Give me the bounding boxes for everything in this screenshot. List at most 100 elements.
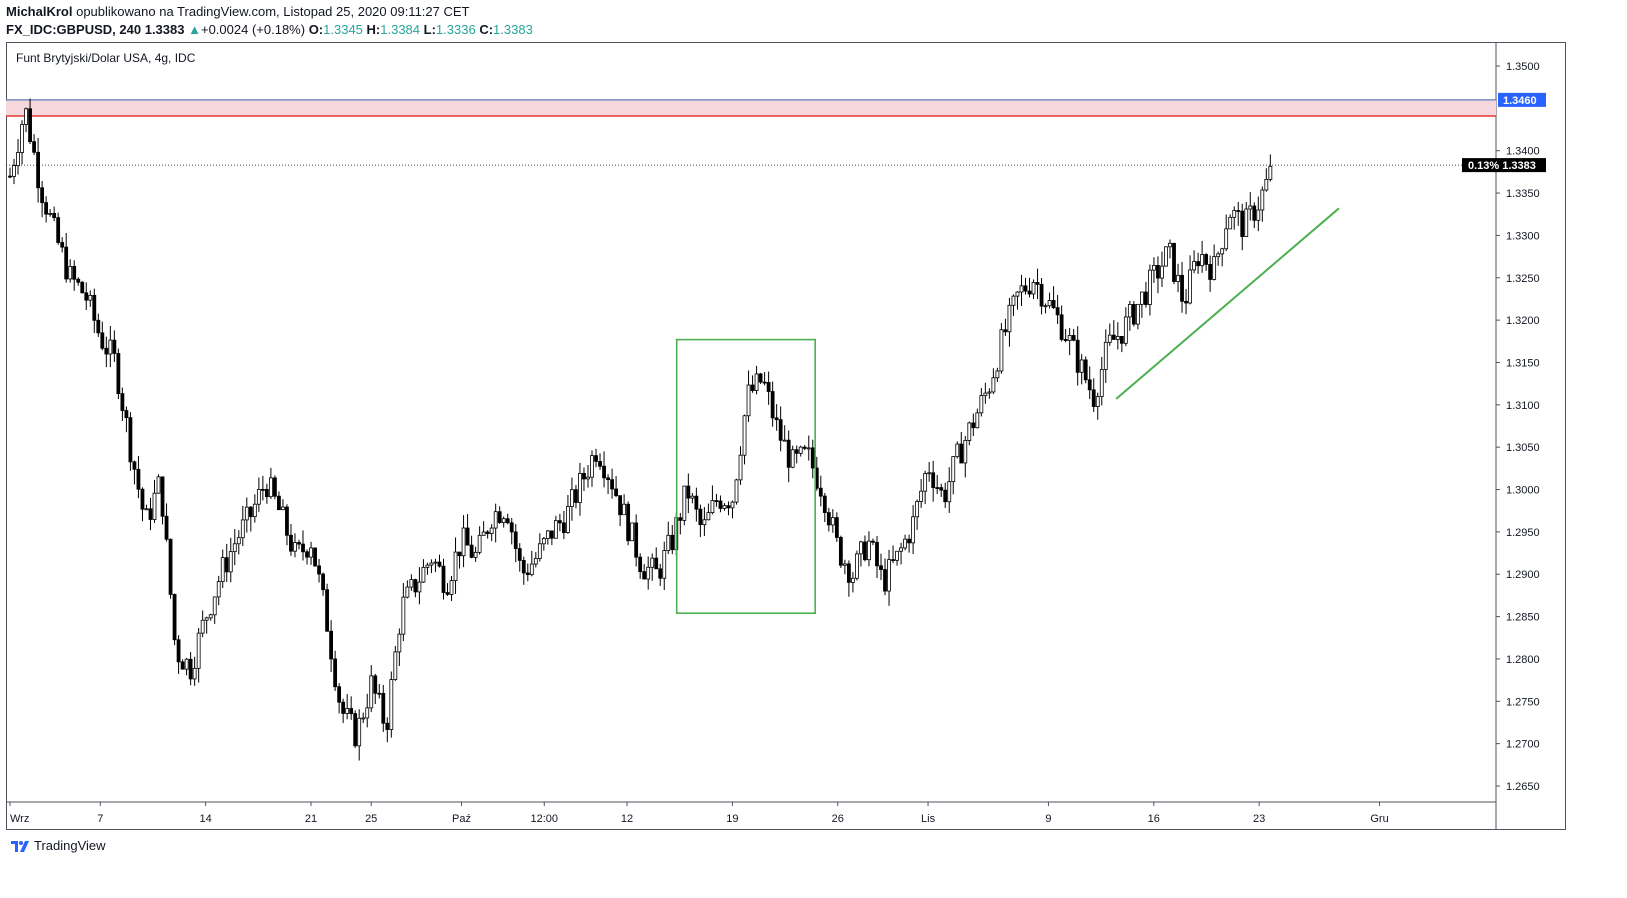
- candle[interactable]: [915, 499, 920, 530]
- candle[interactable]: [566, 494, 570, 534]
- candle[interactable]: [349, 696, 354, 720]
- candle[interactable]: [1095, 392, 1100, 420]
- candle[interactable]: [706, 503, 711, 521]
- candle[interactable]: [1007, 297, 1012, 347]
- candle[interactable]: [955, 441, 960, 459]
- candle[interactable]: [995, 367, 1000, 382]
- candle[interactable]: [895, 550, 899, 566]
- candle[interactable]: [1232, 206, 1237, 230]
- candle[interactable]: [433, 558, 438, 572]
- candle[interactable]: [293, 533, 297, 558]
- candle[interactable]: [846, 560, 851, 597]
- candle[interactable]: [1035, 268, 1040, 300]
- candle[interactable]: [590, 450, 594, 487]
- candle[interactable]: [574, 485, 578, 509]
- candle[interactable]: [1164, 246, 1168, 267]
- candle[interactable]: [1140, 291, 1144, 318]
- candle[interactable]: [1003, 318, 1008, 336]
- candle[interactable]: [264, 483, 269, 504]
- candle[interactable]: [545, 529, 550, 545]
- candle[interactable]: [325, 583, 329, 632]
- candle[interactable]: [586, 464, 590, 488]
- candle[interactable]: [172, 593, 177, 646]
- candle[interactable]: [405, 580, 410, 599]
- candle[interactable]: [1027, 277, 1032, 298]
- candle[interactable]: [228, 537, 233, 583]
- candle[interactable]: [1075, 326, 1080, 386]
- candle[interactable]: [60, 237, 65, 253]
- candle[interactable]: [1268, 154, 1273, 182]
- candle[interactable]: [164, 503, 169, 542]
- candle[interactable]: [441, 558, 446, 600]
- candle[interactable]: [1216, 251, 1221, 266]
- candle[interactable]: [1015, 291, 1020, 310]
- candle[interactable]: [20, 120, 24, 165]
- candle[interactable]: [883, 558, 887, 596]
- candle[interactable]: [1192, 250, 1196, 274]
- candle[interactable]: [1031, 279, 1036, 300]
- candle[interactable]: [557, 513, 562, 532]
- candle[interactable]: [971, 413, 976, 437]
- candle[interactable]: [112, 330, 117, 362]
- candle[interactable]: [1011, 294, 1016, 317]
- candle[interactable]: [610, 468, 614, 499]
- candle[interactable]: [529, 550, 534, 577]
- consolidation-box[interactable]: [675, 338, 816, 615]
- candle[interactable]: [285, 504, 289, 546]
- candle[interactable]: [76, 277, 81, 286]
- candle[interactable]: [421, 559, 426, 583]
- candle[interactable]: [144, 504, 149, 511]
- candle[interactable]: [341, 698, 346, 724]
- candle[interactable]: [148, 498, 153, 531]
- candle[interactable]: [794, 445, 799, 464]
- candle[interactable]: [606, 474, 610, 495]
- candle[interactable]: [614, 476, 618, 498]
- candle[interactable]: [682, 485, 687, 526]
- candle[interactable]: [891, 545, 895, 564]
- candle[interactable]: [1160, 251, 1164, 287]
- candle[interactable]: [297, 539, 301, 550]
- candle[interactable]: [979, 387, 984, 417]
- candle[interactable]: [517, 543, 522, 572]
- candle[interactable]: [477, 526, 482, 555]
- candle[interactable]: [373, 673, 378, 705]
- candle[interactable]: [445, 583, 450, 596]
- candle[interactable]: [1172, 242, 1176, 285]
- candle[interactable]: [525, 563, 530, 582]
- candle[interactable]: [758, 372, 763, 384]
- candle[interactable]: [1123, 307, 1128, 347]
- candle[interactable]: [1059, 305, 1064, 342]
- candle[interactable]: [28, 98, 32, 145]
- candle[interactable]: [1244, 201, 1249, 237]
- candle[interactable]: [730, 500, 735, 519]
- candle[interactable]: [301, 530, 305, 561]
- candle[interactable]: [393, 646, 398, 681]
- candle[interactable]: [212, 596, 217, 624]
- candle[interactable]: [16, 139, 20, 175]
- candle[interactable]: [923, 470, 928, 504]
- candle[interactable]: [345, 694, 350, 720]
- candle[interactable]: [281, 499, 285, 511]
- candle[interactable]: [987, 388, 992, 399]
- candle[interactable]: [1184, 289, 1188, 315]
- candle[interactable]: [919, 479, 924, 508]
- candle[interactable]: [722, 503, 727, 511]
- candle[interactable]: [875, 535, 879, 578]
- candle[interactable]: [1148, 264, 1152, 316]
- candle[interactable]: [409, 574, 414, 591]
- candle[interactable]: [1099, 356, 1104, 406]
- candle[interactable]: [377, 683, 382, 699]
- candle[interactable]: [128, 412, 133, 471]
- candle[interactable]: [1228, 214, 1233, 230]
- candle[interactable]: [357, 709, 362, 761]
- candle[interactable]: [1039, 278, 1044, 315]
- candle[interactable]: [598, 453, 602, 470]
- candle[interactable]: [746, 370, 751, 422]
- candle[interactable]: [899, 542, 903, 565]
- candle[interactable]: [903, 534, 907, 551]
- candle[interactable]: [879, 553, 883, 581]
- candle[interactable]: [176, 635, 181, 674]
- candle[interactable]: [1107, 323, 1112, 346]
- candle[interactable]: [252, 494, 257, 523]
- candle[interactable]: [461, 515, 466, 568]
